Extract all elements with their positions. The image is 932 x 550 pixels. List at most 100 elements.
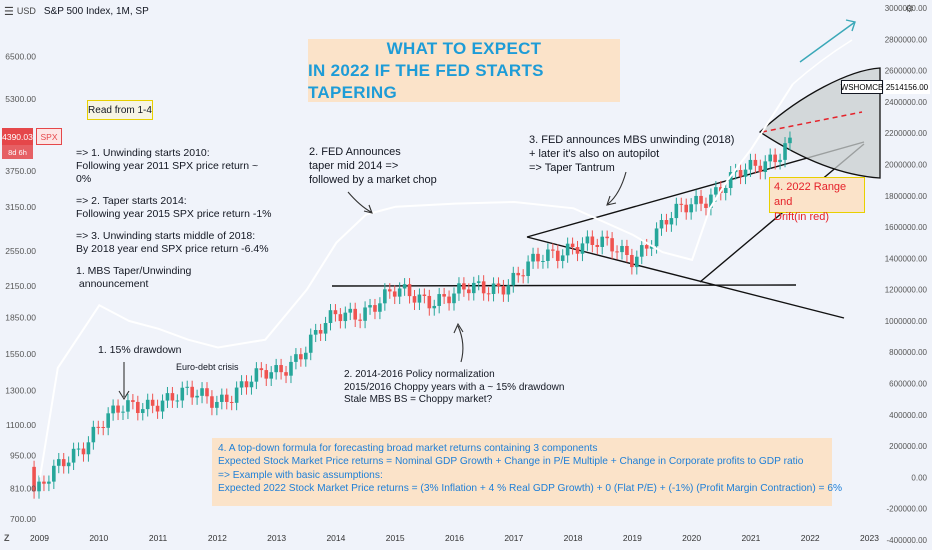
candle-body [234,387,239,403]
candle-body [743,169,748,177]
main-title: WHAT TO EXPECT IN 2022 IF THE FED STARTS… [308,39,620,102]
candle-body [353,308,358,320]
left-axis-tick-label: 950.00 [10,451,36,461]
note-line: 2. 2014-2016 Policy normalization [344,369,495,380]
candle-body [723,187,728,193]
candle-body [378,303,382,312]
note-line: Following year 2011 SPX price return ~ 0… [76,160,259,185]
time-left-tag: 8d 6h [2,145,33,159]
x-axis-tick-label: 2016 [445,533,464,543]
candle-body [170,393,175,401]
left-axis-tick-label: 1100.00 [6,420,36,430]
candle-body [753,159,758,166]
right-axis-tick-label: -400000.00 [887,536,928,545]
candle-body [684,204,689,213]
note-line: Drift(in red) [774,211,830,223]
candle-body [541,260,545,262]
candle-body [165,393,170,401]
mbs-unwinding-note: 3. FED announces MBS unwinding (2018) + … [529,133,734,175]
candle-body [437,294,441,306]
left-axis-tick-label: 1550.00 [5,349,36,359]
wshomcb-overlay [39,19,856,478]
settings-icon[interactable]: ⚙ [905,4,914,15]
candle-body [383,289,387,304]
candle-body [768,154,773,162]
candle-body [106,413,110,428]
left-axis-tick-label: 1300.00 [5,386,36,396]
candle-body [71,448,76,463]
candle-body [501,286,506,295]
candle-body [565,243,570,256]
candle-body [37,481,41,492]
left-axis-tick-label: 5300.00 [5,94,36,104]
note-line: By 2018 year end SPX price return -6.4% [76,243,269,255]
candle-body [136,401,140,414]
read-order-note: Read from 1-4 [87,100,153,120]
forecast-cone [758,67,881,179]
candle-body [674,203,679,219]
candle-body [610,238,614,252]
candle-body [387,289,392,292]
annotation-arrows [118,171,627,401]
tradingview-logo: Z [4,533,10,543]
candle-body [303,352,308,360]
candle-body [560,255,565,261]
candle-body [61,459,66,467]
x-axis-tick-label: 2013 [267,533,286,543]
formula-box: 4. A top-down formula for forecasting br… [212,438,842,506]
candle-body [392,291,397,297]
candle-body [728,172,733,188]
fed-announces-note: 2. FED Announces taper mid 2014 => follo… [309,145,437,187]
symbol-title: S&P 500 Index, 1M, SP [43,5,149,17]
left-axis-tick-label: 3150.00 [5,202,36,212]
note-line: Following year 2015 SPX price return -1% [76,208,272,220]
candle-body [432,305,437,309]
candle-body [56,459,61,466]
candle-body [318,330,323,334]
candle-body [555,250,560,261]
note-line: => 3. Unwinding starts middle of 2018: [76,230,256,242]
forecast-drift-line [761,111,863,133]
candle-body [600,236,605,247]
wshomcb-line [39,83,794,478]
formula-line: Expected Stock Market Price returns = No… [218,456,804,468]
candle-body [704,203,708,208]
left-axis-tick-label: 810.00 [10,484,36,494]
candle-body [111,405,115,414]
note-line: => Taper Tantrum [529,162,615,174]
projection-arrow-shaft [799,21,856,63]
note-line: Stale MBS BS = Choppy market? [344,394,493,405]
candle-body [249,381,254,388]
support-line [331,284,797,287]
left-axis-tick-label: 2150.00 [5,281,36,291]
candle-body [81,448,86,455]
candle-body [536,253,540,262]
candle-body [86,442,91,455]
x-axis-tick-label: 2012 [208,533,227,543]
candle-body [180,387,185,401]
candle-body [546,249,550,261]
title-line-2: IN 2022 IF THE FED STARTS TAPERING [308,60,544,102]
candle-body [313,330,318,335]
candle-body [788,137,792,144]
x-axis-tick-label: 2023 [860,533,879,543]
candle-body [526,261,530,277]
candle-body [363,307,367,321]
candle-body [229,401,234,403]
candle-body [699,195,703,204]
candle-body [160,400,165,412]
note-line: 2. FED Announces [309,146,401,158]
note-line: 4. 2022 Range and [774,181,847,208]
candle-body [397,288,402,297]
menu-icon[interactable]: ☰ [4,5,14,18]
candle-body [654,228,659,247]
left-notes: => 1. Unwinding starts 2010: Following y… [76,147,276,291]
candle-body [407,284,412,297]
candle-body [664,219,669,225]
candle-body [758,165,763,172]
fed-arrow-icon [347,191,373,214]
candle-body [630,254,634,268]
candle-body [649,246,654,249]
candle-body [358,319,362,321]
